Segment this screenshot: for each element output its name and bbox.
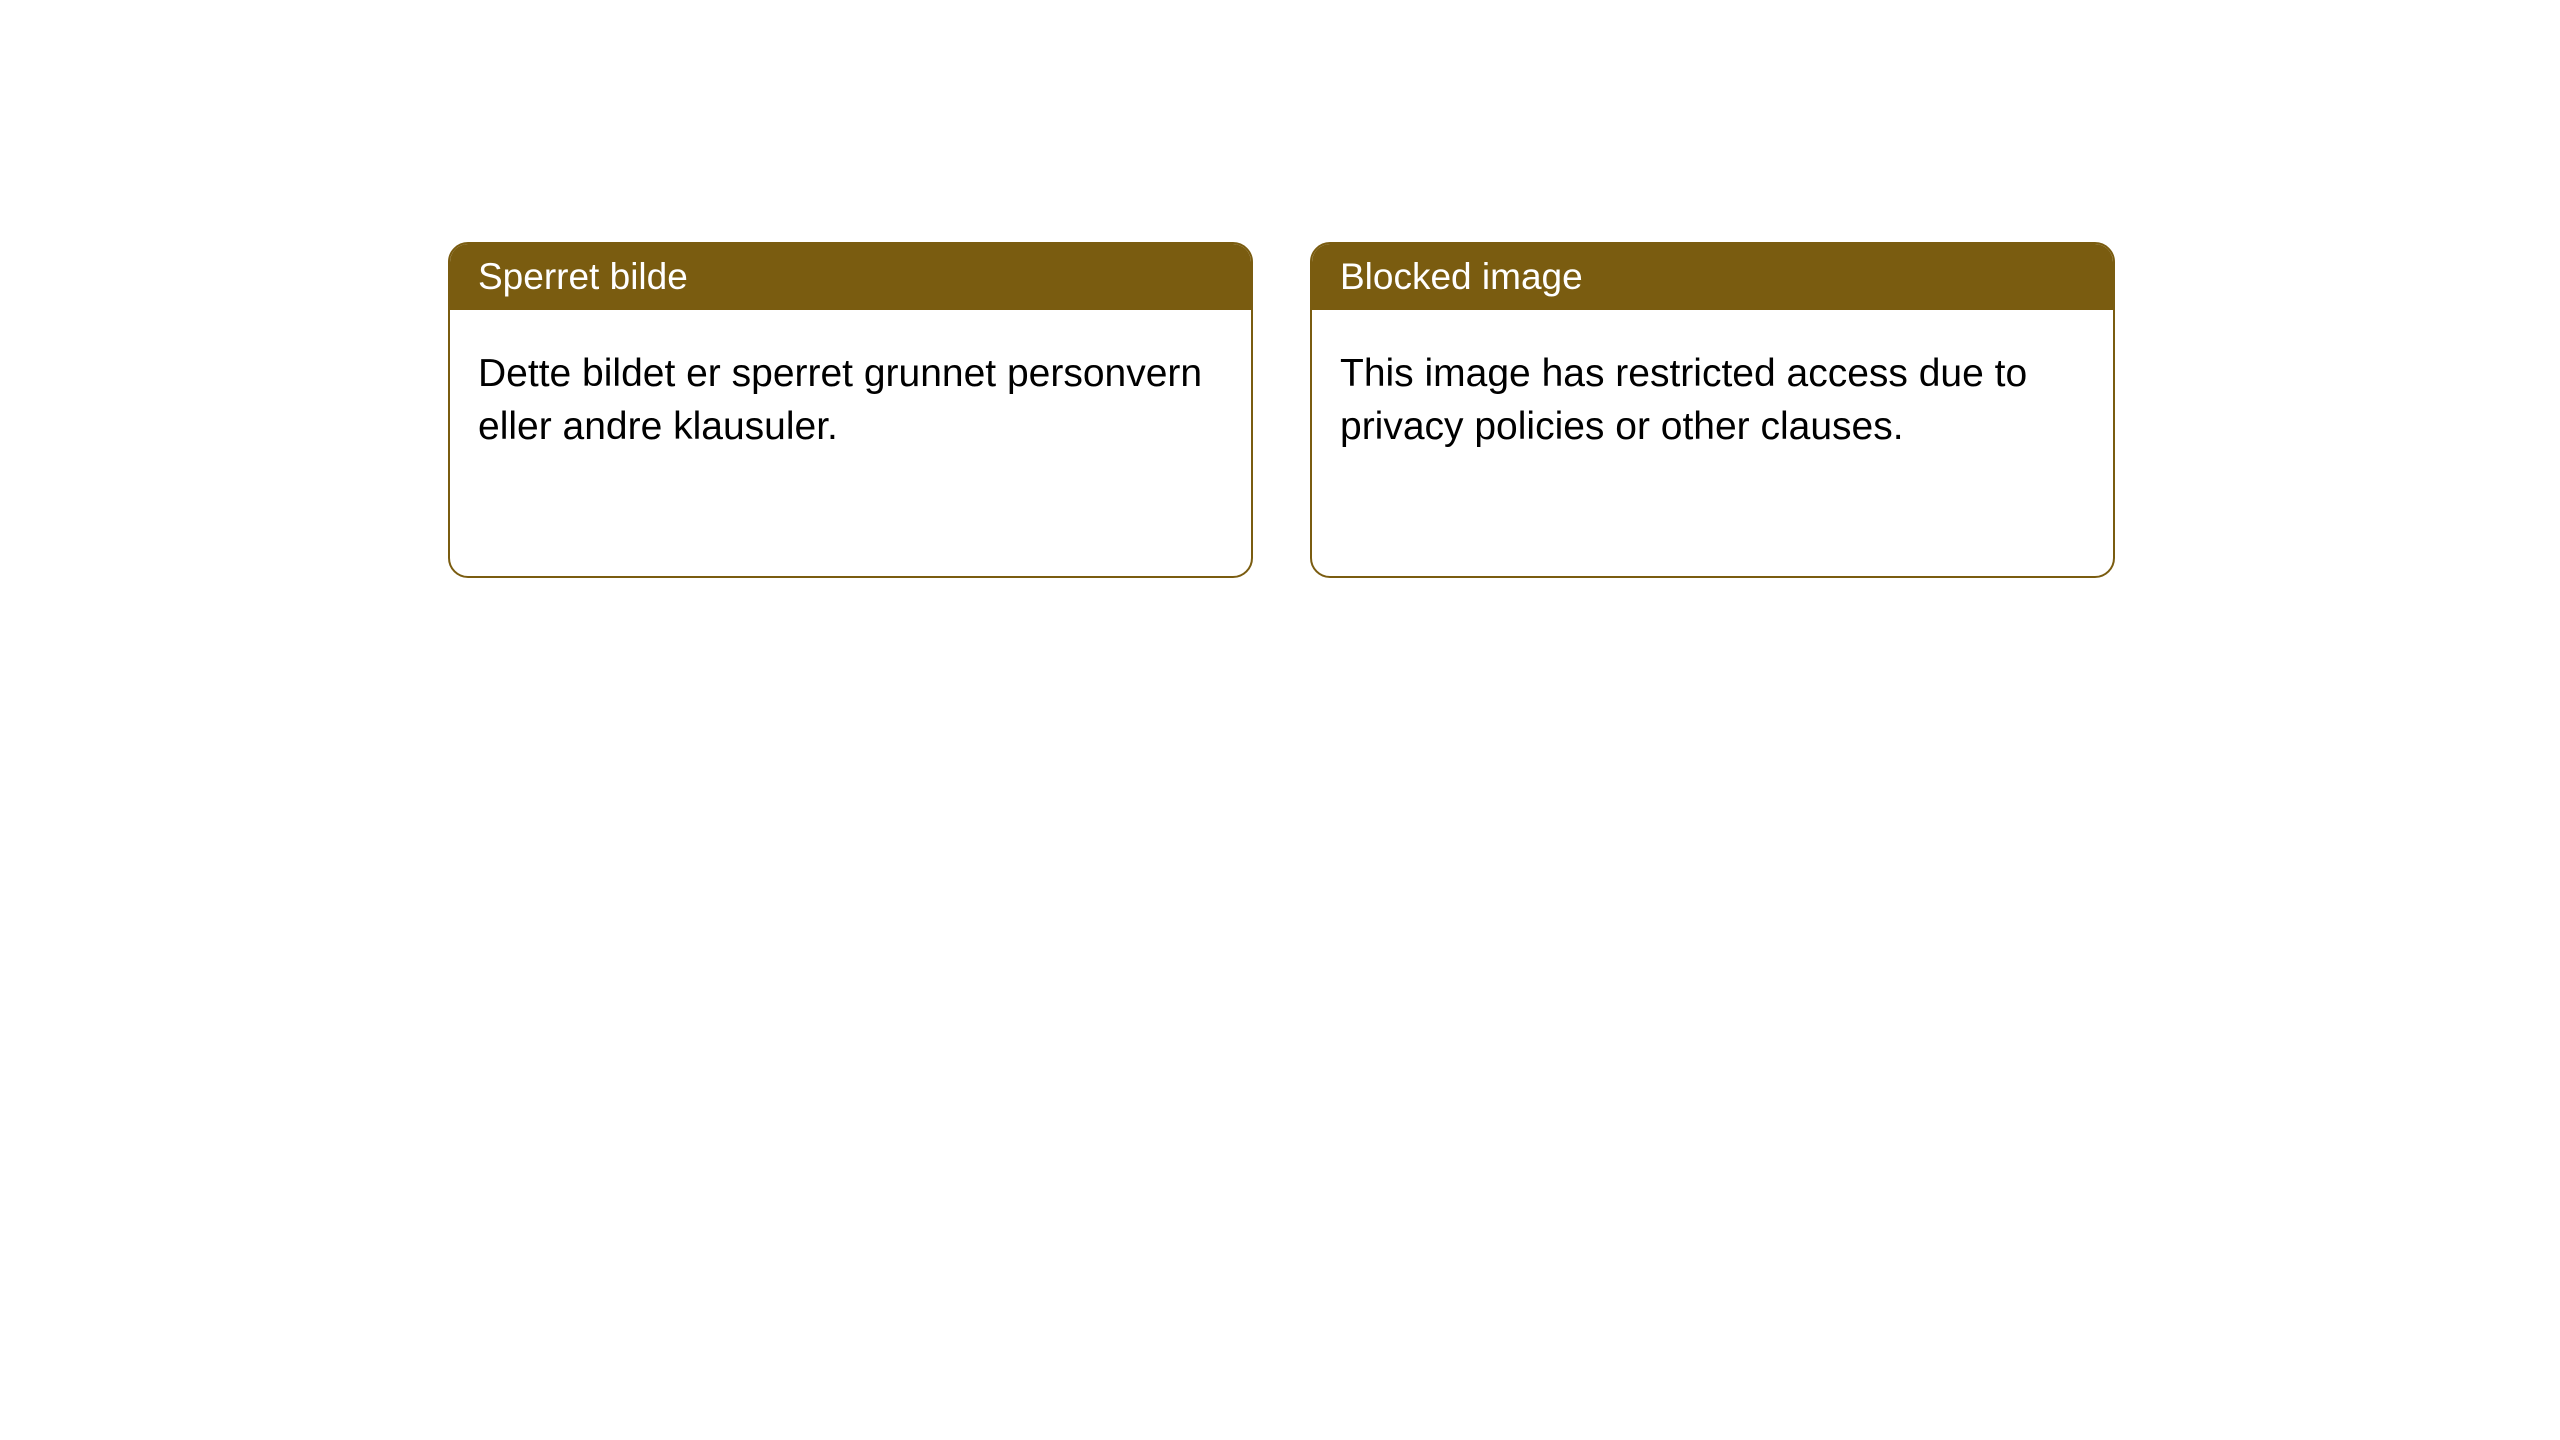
notice-card-title: Sperret bilde	[450, 244, 1251, 310]
notice-container: Sperret bilde Dette bildet er sperret gr…	[0, 0, 2560, 578]
notice-card-title: Blocked image	[1312, 244, 2113, 310]
notice-card-english: Blocked image This image has restricted …	[1310, 242, 2115, 578]
notice-card-body: This image has restricted access due to …	[1312, 310, 2113, 491]
notice-card-body: Dette bildet er sperret grunnet personve…	[450, 310, 1251, 491]
notice-card-norwegian: Sperret bilde Dette bildet er sperret gr…	[448, 242, 1253, 578]
